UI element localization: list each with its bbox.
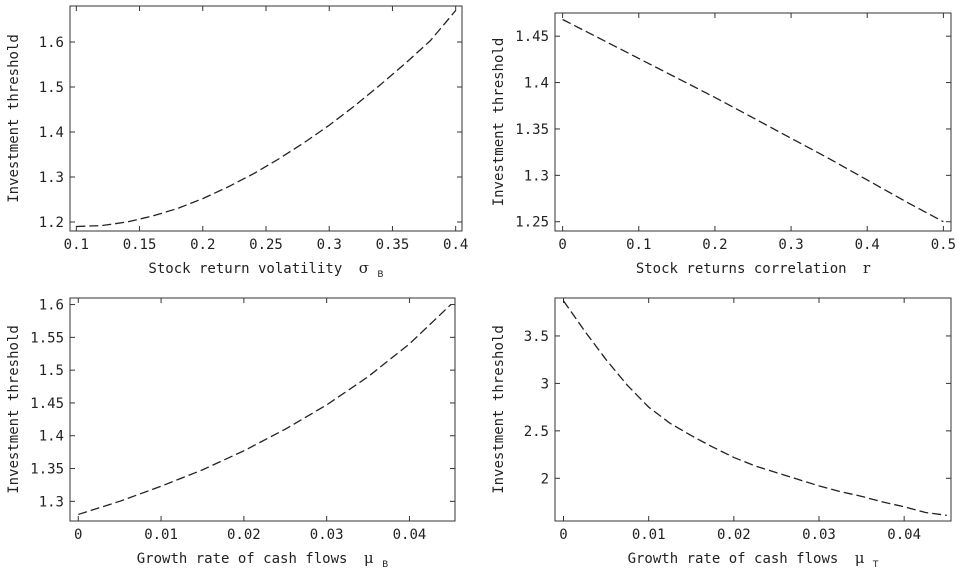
- x-axis-label-symbol: σ: [359, 259, 369, 277]
- x-tick-label: 0.03: [802, 527, 836, 543]
- x-tick-label: 0.3: [778, 237, 803, 253]
- x-tick-label: 0.01: [144, 527, 178, 543]
- x-tick-label: 0.1: [626, 237, 651, 253]
- x-tick-label: 0.35: [376, 237, 410, 253]
- x-tick-label: 0.3: [317, 237, 342, 253]
- y-tick-label: 3.5: [524, 329, 549, 345]
- series-line: [562, 300, 947, 516]
- panel-correlation: 0 0.1 0.2 0.3 0.4 0.5 1.25 1.3 1.35 1.4 1.45 Inves…: [491, 12, 956, 277]
- y-tick-label: 1.2: [39, 215, 64, 231]
- x-tick-label: 0.04: [887, 527, 921, 543]
- panel-growth-b: 0 0.01 0.02 0.03 0.04 1.3 1.35 1.4 1.45 1.5 1.55 1.…: [6, 297, 456, 570]
- x-tick-label: 0.4: [443, 237, 468, 253]
- x-tick-label: 0.4: [855, 237, 880, 253]
- y-tick-label: 2: [541, 471, 549, 487]
- panel-growth-t: 0 0.01 0.02 0.03 0.04 2 2.5 3 3.5 Investment thr…: [491, 297, 952, 570]
- x-axis-label-subscript: T: [872, 560, 879, 570]
- x-tick-label: 0.03: [310, 527, 344, 543]
- plot-frame: [69, 5, 463, 232]
- x-tick-label: 0.1: [64, 237, 89, 253]
- x-tick-label: 0: [74, 527, 82, 543]
- ticks: 0 0.01 0.02 0.03 0.04 1.3 1.35 1.4 1.45 1.5 1.55 1.…: [30, 298, 455, 543]
- plot-frame: [69, 297, 456, 522]
- x-tick-label: 0.2: [190, 237, 215, 253]
- x-tick-label: 0.02: [717, 527, 751, 543]
- y-axis-label: Investment threshold: [6, 34, 22, 203]
- y-tick-label: 1.6: [39, 298, 64, 314]
- panel-volatility: 0.1 0.15 0.2 0.25 0.3 0.35 0.41.21.31.41.51.6 …: [6, 5, 468, 280]
- plot-frame: [554, 12, 952, 232]
- x-tick-label: 0: [559, 527, 567, 543]
- y-axis-label: Investment threshold: [6, 325, 22, 494]
- y-tick-label: 1.4: [39, 429, 64, 445]
- x-tick-label: 0.04: [393, 527, 427, 543]
- x-axis-label-symbol: r: [863, 259, 871, 277]
- series-line: [78, 304, 452, 516]
- y-tick-label: 1.5: [39, 80, 64, 96]
- y-tick-label: 1.45: [30, 396, 64, 412]
- x-axis-label-text: Stock returns correlation: [636, 261, 847, 277]
- plot-frame: [554, 297, 952, 522]
- series-line: [562, 18, 944, 223]
- series-line: [76, 10, 457, 228]
- x-tick-label: 0.2: [702, 237, 727, 253]
- x-axis-label: Growth rate of cash flows μ B: [137, 549, 389, 570]
- x-tick-label: 0.02: [227, 527, 261, 543]
- x-tick-label: 0.5: [931, 237, 956, 253]
- y-tick-label: 1.35: [515, 122, 549, 138]
- y-axis-label: Investment threshold: [491, 325, 507, 494]
- y-axis-label: Investment threshold: [491, 38, 507, 207]
- y-tick-label: 1.4: [524, 76, 549, 92]
- x-tick-label: 0: [558, 237, 566, 253]
- x-axis-label-symbol: μ: [364, 549, 374, 567]
- y-tick-label: 3: [541, 376, 549, 392]
- y-tick-label: 1.35: [30, 462, 64, 478]
- y-tick-label: 1.55: [30, 330, 64, 346]
- y-tick-label: 2.5: [524, 424, 549, 440]
- y-tick-label: 1.3: [524, 168, 549, 184]
- y-tick-label: 1.6: [39, 35, 64, 51]
- y-tick-label: 1.3: [39, 170, 64, 186]
- x-tick-label: 0.25: [249, 237, 283, 253]
- ticks: 0.1 0.15 0.2 0.25 0.3 0.35 0.4 1.2 1.3 1.4 1.5 1.6: [39, 6, 468, 253]
- x-axis-label-text: Growth rate of cash flows: [137, 551, 348, 567]
- x-axis-label-text: Growth rate of cash flows: [628, 551, 839, 567]
- y-tick-label: 1.25: [515, 215, 549, 231]
- y-tick-label: 1.5: [39, 363, 64, 379]
- x-axis-label-text: Stock return volatility: [148, 261, 342, 277]
- y-tick-label: 1.3: [39, 494, 64, 510]
- x-axis-label-subscript: B: [377, 270, 383, 280]
- y-tick-label: 1.4: [39, 125, 64, 141]
- x-axis-label-subscript: B: [382, 560, 388, 570]
- x-axis-label: Growth rate of cash flows μ T: [628, 549, 879, 570]
- x-axis-label-symbol: μ: [855, 549, 865, 567]
- x-tick-label: 0.01: [632, 527, 666, 543]
- x-tick-label: 0.15: [123, 237, 157, 253]
- x-axis-label: Stock return volatility σ B: [148, 259, 383, 280]
- ticks: 0 0.1 0.2 0.3 0.4 0.5 1.25 1.3 1.35 1.4 1.45: [515, 13, 956, 253]
- x-axis-label: Stock returns correlation r: [636, 259, 871, 277]
- ticks: 0 0.01 0.02 0.03 0.04 2 2.5 3 3.5: [524, 298, 951, 543]
- y-tick-label: 1.45: [515, 29, 549, 45]
